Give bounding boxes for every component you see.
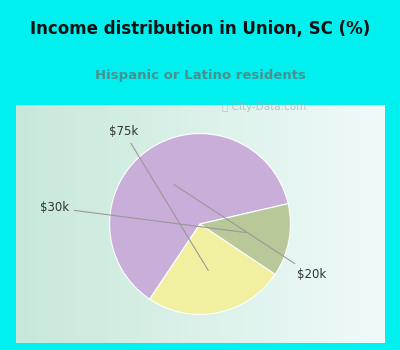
Text: Income distribution in Union, SC (%): Income distribution in Union, SC (%)	[30, 20, 370, 38]
Text: ⓘ City-Data.com: ⓘ City-Data.com	[222, 102, 306, 112]
Text: $30k: $30k	[40, 201, 246, 233]
Text: Hispanic or Latino residents: Hispanic or Latino residents	[94, 69, 306, 82]
Text: $20k: $20k	[174, 184, 326, 281]
Text: $75k: $75k	[109, 125, 208, 271]
Wedge shape	[200, 204, 290, 274]
Wedge shape	[110, 134, 288, 299]
Wedge shape	[150, 224, 275, 314]
